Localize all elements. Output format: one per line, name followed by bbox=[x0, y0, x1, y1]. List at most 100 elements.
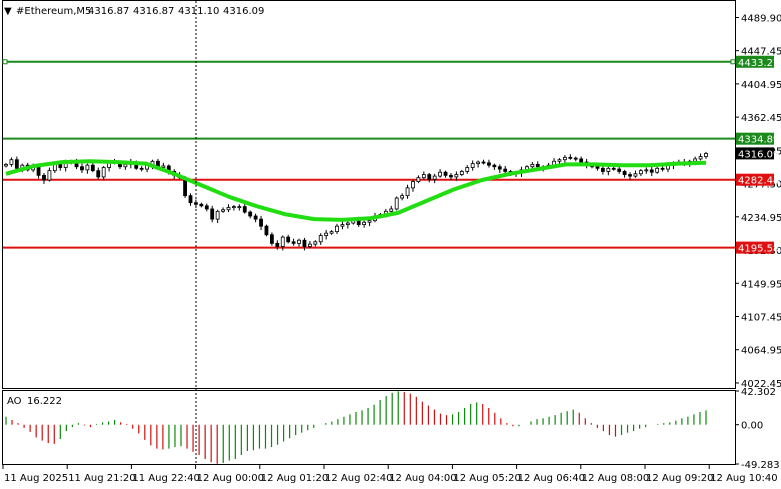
candle-body bbox=[188, 195, 193, 204]
level-price-label: 4282.44 bbox=[738, 176, 779, 187]
candle-body bbox=[573, 157, 578, 160]
level-price-tag bbox=[736, 55, 774, 68]
ao-tick-label: 0.00 bbox=[741, 421, 763, 432]
candle-body bbox=[210, 208, 215, 220]
candle-body bbox=[497, 166, 502, 170]
candle-body bbox=[96, 170, 101, 178]
candle-body bbox=[427, 174, 432, 180]
candle-body bbox=[470, 163, 475, 168]
ao-indicator-name: AO bbox=[7, 396, 22, 407]
candle-body bbox=[14, 159, 19, 169]
candle-body bbox=[123, 163, 128, 168]
price-tick-label: 4447.45 bbox=[741, 47, 781, 58]
current-price-tag bbox=[736, 147, 774, 160]
time-tick-label: 12 Aug 04:00 bbox=[389, 473, 456, 484]
time-tick-label: 12 Aug 09:20 bbox=[646, 473, 713, 484]
candle-body bbox=[248, 211, 253, 217]
level-handle[interactable] bbox=[730, 59, 736, 65]
time-tick-label: 12 Aug 00:00 bbox=[197, 473, 264, 484]
candle-body bbox=[318, 235, 323, 243]
candle-body bbox=[36, 166, 41, 176]
candle-body bbox=[389, 208, 394, 212]
ao-indicator-value: 16.222 bbox=[27, 396, 62, 407]
candle-body bbox=[454, 174, 459, 178]
candle-body bbox=[693, 158, 698, 162]
candle-body bbox=[307, 243, 312, 247]
header-dropdown-icon[interactable]: ▼ bbox=[4, 6, 12, 17]
candle-body bbox=[335, 225, 339, 233]
candle-body bbox=[503, 168, 508, 172]
candle-body bbox=[622, 171, 627, 175]
price-tick-label: 4107.45 bbox=[741, 313, 781, 324]
candle-body bbox=[459, 171, 464, 175]
candle-body bbox=[611, 167, 616, 170]
candle-body bbox=[487, 162, 491, 166]
level-handle[interactable] bbox=[2, 59, 8, 65]
candle-body bbox=[204, 205, 209, 210]
ao-panel-frame bbox=[2, 390, 736, 465]
candle-body bbox=[595, 166, 600, 169]
candle-body bbox=[324, 232, 329, 236]
candle-body bbox=[644, 169, 649, 172]
candle-body bbox=[476, 161, 480, 165]
candle-body bbox=[704, 153, 708, 157]
candle-body bbox=[52, 163, 57, 172]
candle-body bbox=[421, 174, 426, 179]
candle-body bbox=[638, 170, 643, 175]
moving-average-line bbox=[5, 159, 707, 222]
level-price-tag bbox=[736, 132, 774, 145]
candle-body bbox=[617, 168, 622, 172]
price-tick-label: 4022.45 bbox=[741, 379, 781, 390]
candle-body bbox=[264, 225, 269, 236]
candle-body bbox=[275, 242, 280, 247]
time-tick-label: 12 Aug 05:20 bbox=[453, 473, 520, 484]
price-tick-label: 4234.95 bbox=[741, 213, 781, 224]
candle-body bbox=[85, 164, 90, 171]
candle-body bbox=[405, 187, 410, 197]
candle-body bbox=[535, 163, 540, 168]
candle-body bbox=[400, 195, 405, 199]
candle-body bbox=[628, 174, 632, 177]
candle-body bbox=[340, 224, 345, 227]
price-tick-label: 4064.95 bbox=[741, 346, 781, 357]
candle-body bbox=[313, 241, 318, 245]
time-tick-label: 12 Aug 01:20 bbox=[261, 473, 328, 484]
candle-body bbox=[438, 171, 443, 177]
candle-body bbox=[269, 234, 274, 244]
candle-body bbox=[4, 163, 8, 167]
candle-body bbox=[655, 167, 660, 173]
candle-body bbox=[557, 159, 562, 162]
candle-body bbox=[215, 210, 220, 220]
candle-body bbox=[449, 174, 453, 178]
candle-body bbox=[139, 167, 144, 170]
candle-body bbox=[58, 163, 63, 168]
symbol-title: #Ethereum,M5 bbox=[16, 6, 91, 17]
candle-body bbox=[242, 206, 247, 213]
candle-body bbox=[416, 177, 421, 182]
candle-body bbox=[492, 164, 497, 168]
price-tick-label: 4404.95 bbox=[741, 80, 781, 91]
candle-body bbox=[161, 165, 166, 168]
ohlc-close: 4316.09 bbox=[223, 6, 264, 17]
ao-tick-label: -49.283 bbox=[741, 460, 780, 471]
candle-body bbox=[367, 220, 372, 223]
candle-body bbox=[649, 169, 654, 173]
candle-body bbox=[302, 239, 307, 247]
time-tick-label: 11 Aug 22:40 bbox=[132, 473, 199, 484]
candle-body bbox=[394, 197, 399, 210]
candle-body bbox=[297, 239, 301, 244]
candle-body bbox=[563, 156, 567, 161]
candle-body bbox=[481, 161, 486, 164]
candle-body bbox=[221, 209, 225, 212]
candle-body bbox=[226, 206, 231, 211]
candle-body bbox=[345, 222, 350, 225]
ohlc-low: 4311.10 bbox=[178, 6, 219, 17]
candle-body bbox=[660, 167, 665, 170]
candle-body bbox=[259, 218, 263, 227]
candle-body bbox=[633, 173, 638, 177]
candle-body bbox=[698, 156, 703, 160]
time-tick-label: 12 Aug 02:40 bbox=[325, 473, 392, 484]
current-price-label: 4316.09 bbox=[738, 149, 779, 160]
candle-body bbox=[286, 236, 291, 243]
